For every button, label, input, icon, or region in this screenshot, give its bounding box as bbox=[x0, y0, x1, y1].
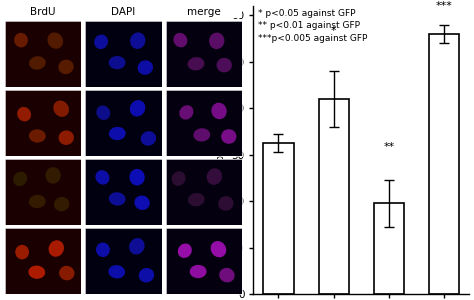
Text: merge: merge bbox=[187, 7, 221, 17]
Ellipse shape bbox=[109, 127, 126, 140]
Ellipse shape bbox=[137, 60, 153, 75]
Ellipse shape bbox=[29, 56, 46, 70]
Ellipse shape bbox=[94, 34, 108, 49]
Bar bbox=[374, 203, 404, 294]
Ellipse shape bbox=[29, 129, 46, 142]
Ellipse shape bbox=[129, 238, 145, 254]
Text: *: * bbox=[331, 26, 337, 36]
Ellipse shape bbox=[53, 100, 69, 117]
Ellipse shape bbox=[129, 169, 145, 185]
Ellipse shape bbox=[193, 128, 210, 142]
Ellipse shape bbox=[172, 171, 185, 186]
Ellipse shape bbox=[209, 33, 224, 49]
Ellipse shape bbox=[58, 60, 73, 74]
Ellipse shape bbox=[211, 103, 227, 119]
Ellipse shape bbox=[207, 168, 222, 185]
Ellipse shape bbox=[54, 197, 69, 212]
Ellipse shape bbox=[219, 268, 235, 282]
Ellipse shape bbox=[173, 33, 187, 47]
Ellipse shape bbox=[141, 131, 156, 146]
Ellipse shape bbox=[109, 265, 125, 278]
Ellipse shape bbox=[139, 268, 154, 283]
Ellipse shape bbox=[59, 130, 74, 145]
Ellipse shape bbox=[188, 193, 205, 206]
Ellipse shape bbox=[210, 241, 226, 257]
Text: ***: *** bbox=[436, 1, 453, 10]
Ellipse shape bbox=[188, 57, 204, 70]
Ellipse shape bbox=[14, 33, 28, 47]
Bar bbox=[429, 34, 459, 294]
Bar bbox=[263, 143, 294, 294]
Text: **: ** bbox=[383, 142, 395, 152]
Ellipse shape bbox=[130, 32, 146, 49]
Ellipse shape bbox=[47, 32, 63, 49]
Ellipse shape bbox=[109, 56, 126, 69]
Ellipse shape bbox=[218, 196, 234, 211]
Ellipse shape bbox=[59, 266, 74, 280]
Text: DAPI: DAPI bbox=[111, 7, 136, 17]
Ellipse shape bbox=[179, 105, 193, 120]
Text: * p<0.05 against GFP
** p<0.01 against GFP
***p<0.005 against GFP: * p<0.05 against GFP ** p<0.01 against G… bbox=[258, 9, 367, 43]
Ellipse shape bbox=[135, 196, 150, 210]
Ellipse shape bbox=[13, 172, 27, 186]
Ellipse shape bbox=[48, 240, 64, 257]
Ellipse shape bbox=[221, 129, 237, 144]
Text: BrdU: BrdU bbox=[30, 7, 56, 17]
Ellipse shape bbox=[178, 244, 192, 258]
Ellipse shape bbox=[96, 242, 110, 257]
Ellipse shape bbox=[95, 170, 109, 184]
Ellipse shape bbox=[29, 195, 46, 208]
Ellipse shape bbox=[109, 192, 126, 206]
Ellipse shape bbox=[17, 107, 31, 122]
Bar bbox=[319, 99, 349, 294]
Ellipse shape bbox=[96, 106, 110, 120]
Y-axis label: BrdU positive (%): BrdU positive (%) bbox=[216, 101, 226, 199]
Ellipse shape bbox=[190, 265, 207, 278]
Ellipse shape bbox=[217, 58, 232, 72]
Ellipse shape bbox=[130, 100, 146, 116]
Ellipse shape bbox=[15, 245, 29, 260]
Ellipse shape bbox=[46, 167, 61, 184]
Ellipse shape bbox=[28, 266, 45, 279]
